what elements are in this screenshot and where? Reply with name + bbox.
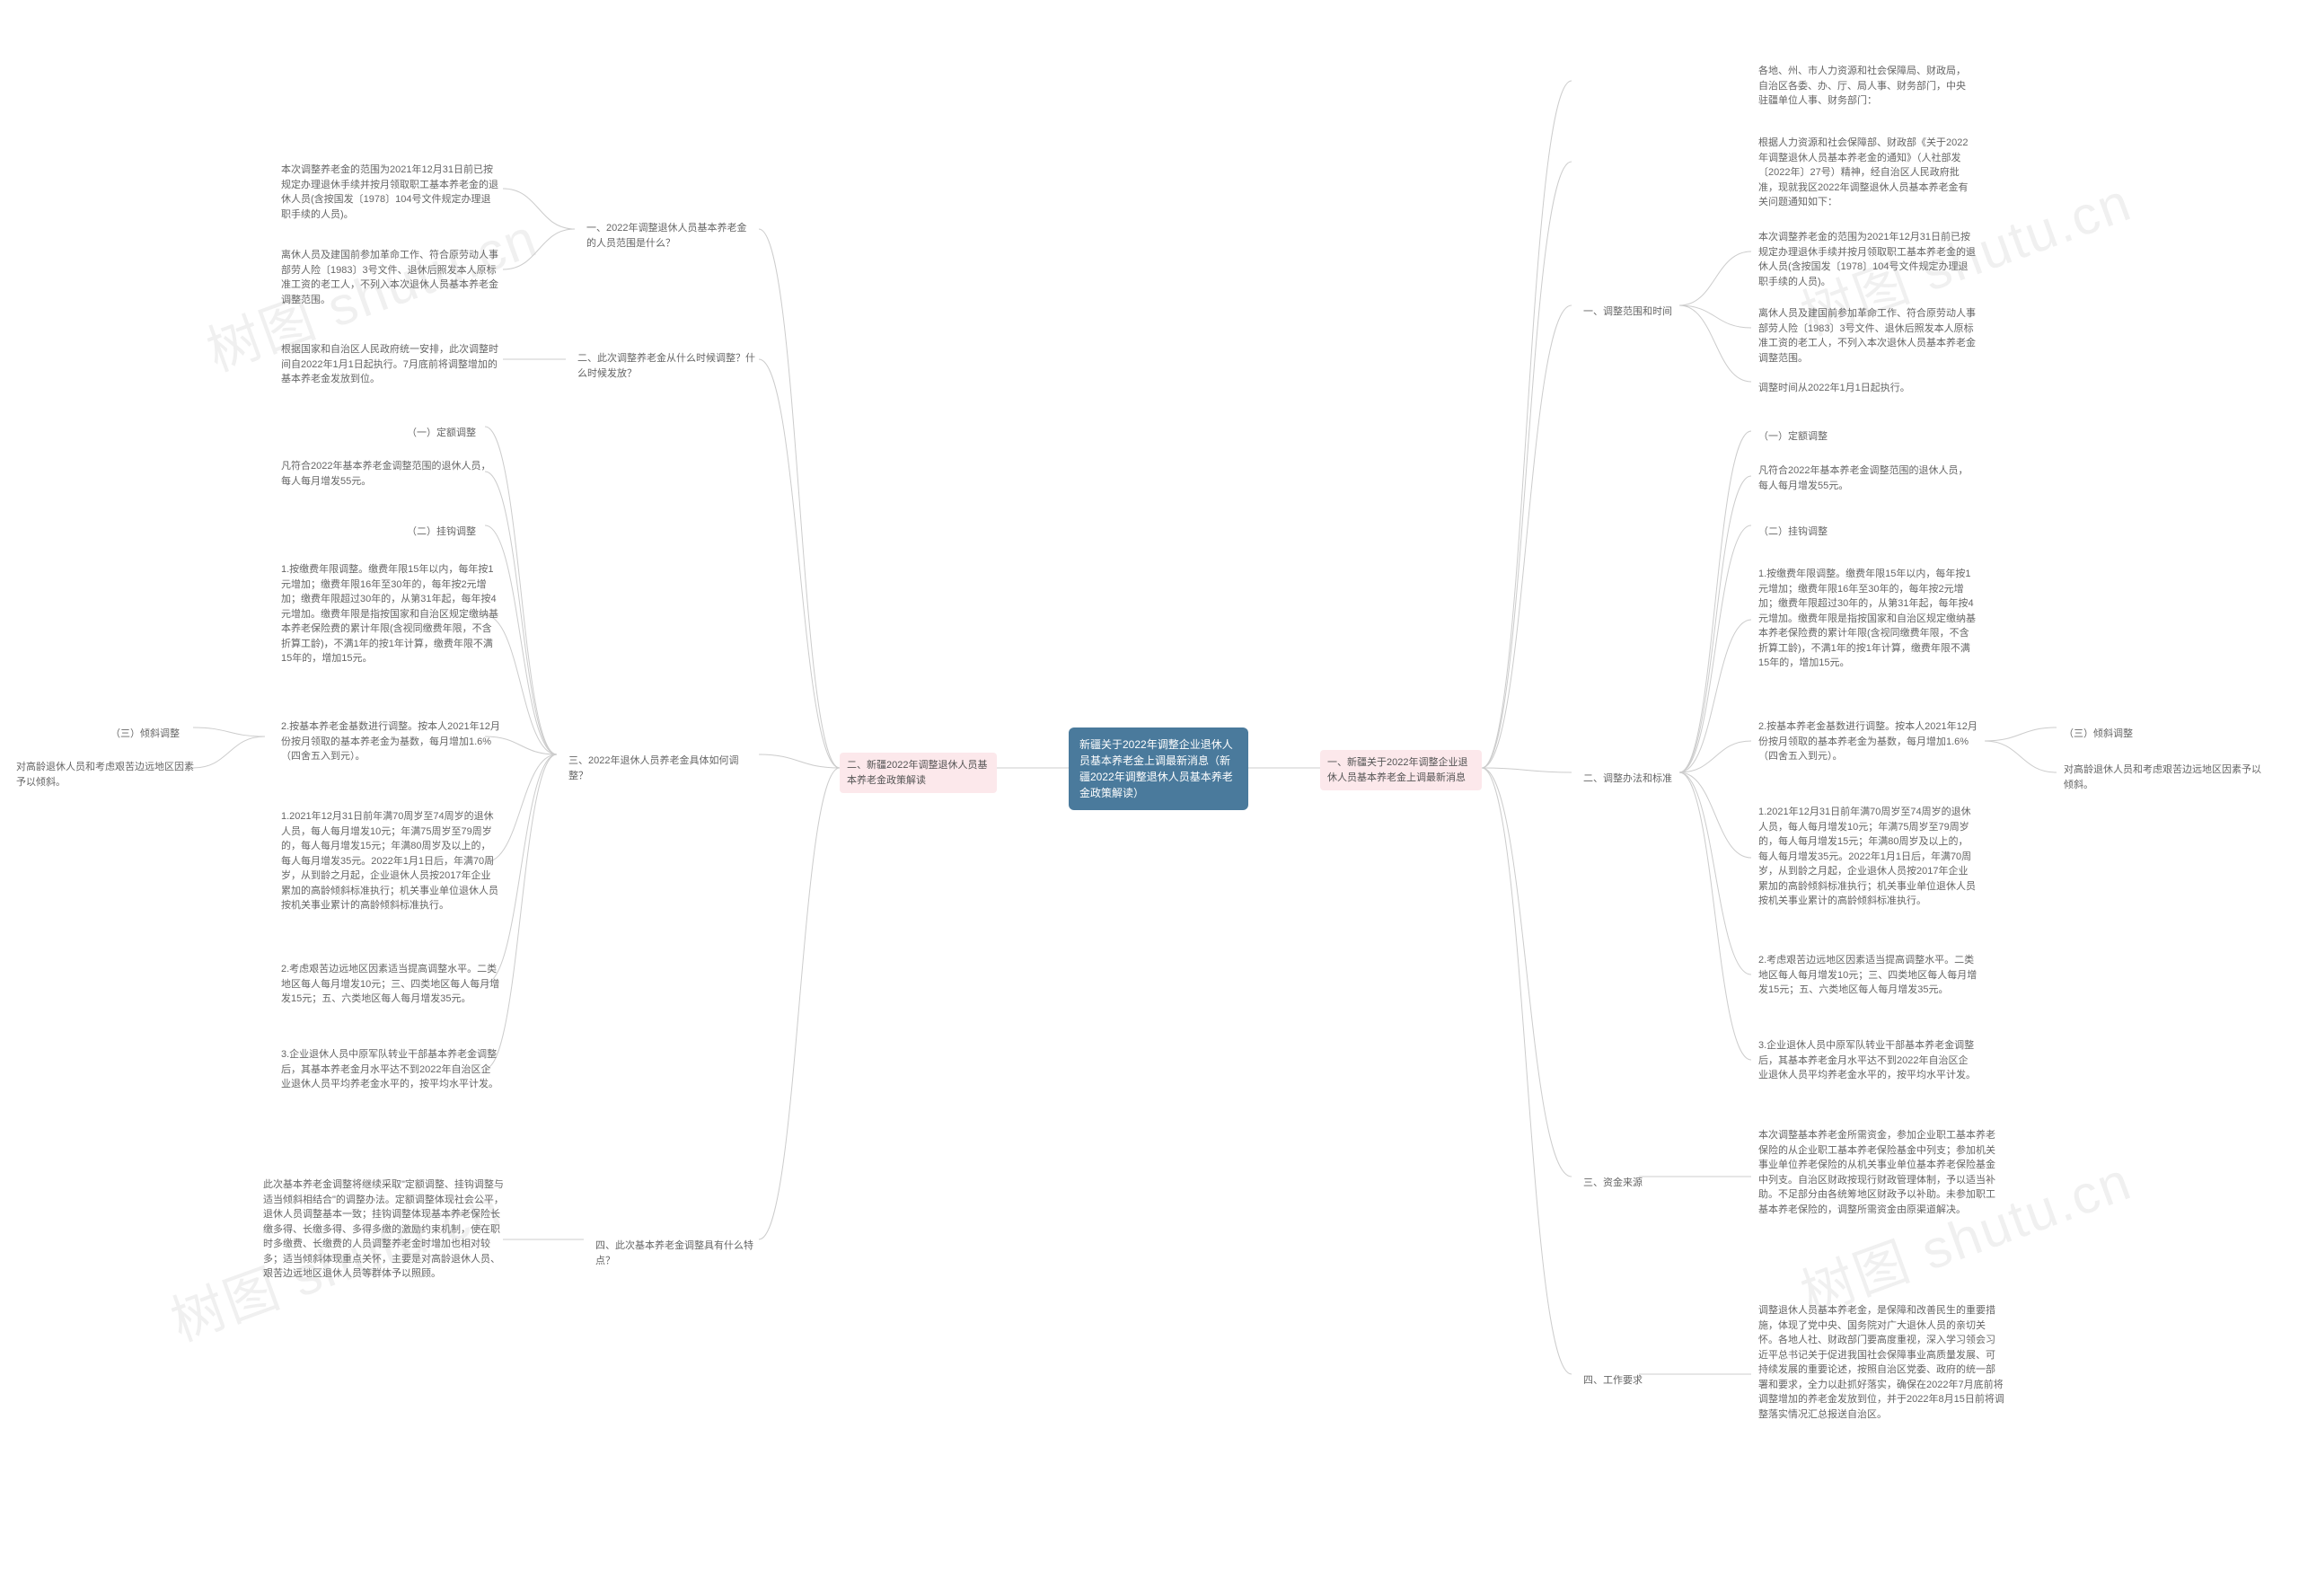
right-n2-p3-text: 对高龄退休人员和考虑艰苦边远地区因素予以倾斜。 xyxy=(2057,757,2272,798)
right-header-2: 根据人力资源和社会保障部、财政部《关于2022年调整退休人员基本养老金的通知》（… xyxy=(1751,130,1985,216)
left-n3-p1-label: （一）定额调整 xyxy=(400,420,483,446)
right-n3-label: 三、资金来源 xyxy=(1576,1170,1650,1196)
right-n4-text: 调整退休人员基本养老金，是保障和改善民生的重要措施，体现了党中央、国务院对广大退… xyxy=(1751,1298,2012,1427)
center-node: 新疆关于2022年调整企业退休人员基本养老金上调最新消息（新疆2022年调整退休… xyxy=(1069,727,1248,810)
right-n1-item-1: 离休人员及建国前参加革命工作、符合原劳动人事部劳人险〔1983〕3号文件、退休后… xyxy=(1751,301,1985,371)
right-n2-p1-text: 凡符合2022年基本养老金调整范围的退休人员，每人每月增发55元。 xyxy=(1751,458,1985,498)
left-n3-p3-text: 对高龄退休人员和考虑艰苦边远地区因素予以倾斜。 xyxy=(9,754,202,795)
left-n3-label: 三、2022年退休人员养老金具体如何调整？ xyxy=(561,748,763,789)
right-n1-item-2: 调整时间从2022年1月1日起执行。 xyxy=(1751,375,1985,401)
right-header-1: 各地、州、市人力资源和社会保障局、财政局，自治区各委、办、厅、局人事、财务部门，… xyxy=(1751,58,1980,114)
left-n3-p3-label: （三）倾斜调整 xyxy=(103,721,187,747)
left-n3-p3-item-2: 3.企业退休人员中原军队转业干部基本养老金调整后，其基本养老金月水平达不到202… xyxy=(274,1042,507,1098)
right-n2-p3-item-1: 2.考虑艰苦边远地区因素适当提高调整水平。二类地区每人每月增发10元；三、四类地… xyxy=(1751,948,1985,1003)
left-n3-p3-item-1: 2.考虑艰苦边远地区因素适当提高调整水平。二类地区每人每月增发10元；三、四类地… xyxy=(274,957,507,1012)
right-n1-label: 一、调整范围和时间 xyxy=(1576,299,1679,325)
right-n2-p3-label: （三）倾斜调整 xyxy=(2057,721,2140,747)
right-n2-p3-item-2: 3.企业退休人员中原军队转业干部基本养老金调整后，其基本养老金月水平达不到202… xyxy=(1751,1033,1985,1089)
left-n3-p3-item-0: 1.2021年12月31日前年满70周岁至74周岁的退休人员，每人每月增发10元… xyxy=(274,804,507,919)
left-n4-text: 此次基本养老金调整将继续采取"定额调整、挂钩调整与适当倾斜相结合"的调整办法。定… xyxy=(256,1172,516,1287)
right-n2-p1-label: （一）定额调整 xyxy=(1751,424,1835,450)
left-n2-text: 根据国家和自治区人民政府统一安排，此次调整时间自2022年1月1日起执行。7月底… xyxy=(274,337,507,392)
right-n2-label: 二、调整办法和标准 xyxy=(1576,766,1679,792)
right-main-branch: 一、新疆关于2022年调整企业退休人员基本养老金上调最新消息 xyxy=(1320,750,1482,790)
right-n3-text: 本次调整基本养老金所需资金，参加企业职工基本养老保险的从企业职工基本养老保险基金… xyxy=(1751,1123,2012,1222)
right-n1-item-0: 本次调整养老金的范围为2021年12月31日前已按规定办理退休手续并按月领取职工… xyxy=(1751,225,1985,295)
right-n4-label: 四、工作要求 xyxy=(1576,1368,1650,1394)
left-n1-item-1: 离休人员及建国前参加革命工作、符合原劳动人事部劳人险〔1983〕3号文件、退休后… xyxy=(274,242,507,313)
left-n3-p2-label: （二）挂钩调整 xyxy=(400,519,483,545)
left-n3-p1-text: 凡符合2022年基本养老金调整范围的退休人员，每人每月增发55元。 xyxy=(274,454,507,494)
left-n4-label: 四、此次基本养老金调整具有什么特点？ xyxy=(588,1233,768,1274)
left-n1-item-0: 本次调整养老金的范围为2021年12月31日前已按规定办理退休手续并按月领取职工… xyxy=(274,157,507,227)
left-n2-label: 二、此次调整养老金从什么时候调整？什么时候发放？ xyxy=(570,346,763,386)
left-n3-p2-item-1: 2.按基本养老金基数进行调整。按本人2021年12月份按月领取的基本养老金为基数… xyxy=(274,714,507,770)
right-n2-p3-item-0: 1.2021年12月31日前年满70周岁至74周岁的退休人员，每人每月增发10元… xyxy=(1751,799,1985,914)
right-n2-p2-label: （二）挂钩调整 xyxy=(1751,519,1835,545)
left-main-branch: 二、新疆2022年调整退休人员基本养老金政策解读 xyxy=(840,753,997,793)
right-n2-p2-item-1: 2.按基本养老金基数进行调整。按本人2021年12月份按月领取的基本养老金为基数… xyxy=(1751,714,1985,770)
right-n2-p2-item-0: 1.按缴费年限调整。缴费年限15年以内，每年按1元增加；缴费年限16年至30年的… xyxy=(1751,561,1985,676)
left-n1-label: 一、2022年调整退休人员基本养老金的人员范围是什么？ xyxy=(579,216,763,256)
left-n3-p2-item-0: 1.按缴费年限调整。缴费年限15年以内，每年按1元增加；缴费年限16年至30年的… xyxy=(274,557,507,672)
